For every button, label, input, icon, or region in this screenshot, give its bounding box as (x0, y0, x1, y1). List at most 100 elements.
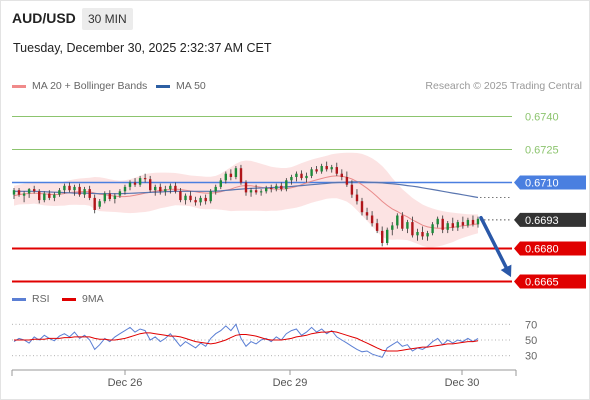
candle-body (270, 188, 273, 190)
candle (360, 197, 364, 216)
rsi-series-9ma (14, 330, 479, 352)
candle (476, 216, 480, 228)
candle-body (179, 191, 182, 201)
rsi-tick-50: 50 (525, 335, 537, 347)
candle-body (259, 191, 263, 193)
candle-body (355, 194, 359, 202)
legend-ma50-label: MA 50 (176, 80, 206, 92)
candle (53, 192, 56, 202)
candle (179, 188, 182, 203)
candle-body (451, 223, 454, 228)
candle-body (189, 195, 192, 201)
candle (103, 191, 106, 204)
candle (118, 189, 122, 198)
candle (355, 189, 359, 205)
candle-body (164, 189, 167, 192)
candle-body (370, 215, 374, 224)
candle-body (391, 225, 394, 230)
candle-body (315, 169, 318, 172)
candle-body (375, 223, 379, 231)
candle-body (365, 212, 369, 216)
candle-body (38, 191, 41, 201)
candle-body (386, 229, 389, 243)
candle-body (340, 173, 343, 177)
candle (345, 171, 349, 187)
candle-body (219, 180, 222, 187)
candle (280, 182, 283, 192)
candle-body (63, 185, 66, 191)
candle-body (471, 219, 475, 225)
candle (189, 191, 192, 203)
level-tag-0-6710 (514, 175, 586, 190)
candle (325, 161, 328, 172)
candle (73, 184, 76, 196)
candle-body (214, 186, 217, 192)
candle (466, 217, 470, 228)
candle-body (194, 200, 197, 203)
candle-body (17, 190, 21, 195)
candle-body (466, 219, 470, 226)
candle-body (58, 190, 61, 195)
rsi-series-rsi (13, 323, 479, 358)
candle (194, 196, 197, 206)
candle-body (22, 193, 26, 196)
legend-ma20-swatch (12, 84, 26, 88)
candle (386, 227, 389, 246)
candle (164, 185, 167, 196)
candle (426, 230, 429, 241)
candle-body (174, 185, 177, 192)
candle-body (138, 178, 142, 185)
candle-body (184, 195, 187, 201)
rsi-tick-30: 30 (525, 351, 537, 363)
candle-body (249, 190, 253, 193)
legend-ma50: MA 50 (156, 80, 206, 92)
candle (224, 171, 227, 184)
candle-body (229, 173, 233, 177)
bollinger-band (14, 152, 478, 248)
candle (209, 189, 212, 204)
candle-body (345, 177, 349, 185)
candle (365, 207, 369, 220)
candle-body (461, 222, 465, 226)
candle-body (88, 189, 91, 198)
candle (214, 184, 217, 195)
candle-body (154, 186, 157, 191)
candle-body (426, 233, 429, 237)
candle-body (12, 190, 16, 195)
x-tick-label-0: Dec 26 (108, 377, 143, 389)
candle (259, 189, 263, 196)
candle (68, 182, 71, 193)
candle-body (239, 168, 243, 183)
level-label-0-6710: 0.6710 (525, 178, 559, 190)
candle-body (476, 218, 480, 225)
candle-body (325, 166, 328, 170)
legend-9ma-swatch (62, 297, 76, 301)
candle (169, 183, 172, 194)
candle (396, 213, 399, 229)
candle-body (68, 185, 71, 191)
candle-body (406, 222, 409, 229)
candle (411, 216, 414, 238)
candle-body (33, 189, 36, 192)
candle (33, 185, 36, 194)
level-label-0-6693: 0.6693 (525, 215, 559, 227)
level-label-0-6725: 0.6725 (525, 145, 559, 157)
candle (391, 222, 394, 236)
candle-body (48, 193, 51, 198)
candle (275, 183, 278, 192)
candle-body (113, 195, 117, 199)
candle-body (295, 173, 298, 177)
candle (159, 183, 162, 195)
candle-body (411, 222, 414, 236)
candle-body (78, 186, 81, 195)
timeframe-button[interactable]: 30 MIN (82, 8, 133, 30)
candle (234, 166, 238, 180)
candle-body (93, 197, 96, 210)
legend-9ma: 9MA (62, 293, 104, 305)
candle (229, 169, 233, 181)
candle (43, 191, 46, 203)
candle-body (290, 177, 293, 181)
candle (310, 167, 313, 179)
candle (149, 175, 152, 193)
candle (38, 189, 41, 204)
